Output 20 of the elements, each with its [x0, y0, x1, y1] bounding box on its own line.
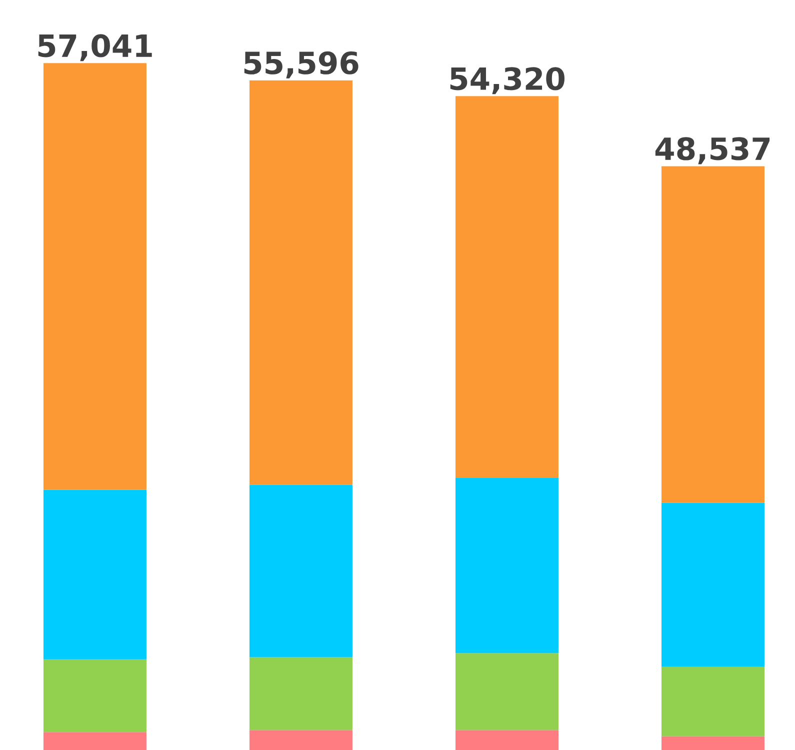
- bar: [455, 730, 558, 750]
- bar: [455, 653, 558, 730]
- bar: [662, 666, 765, 736]
- annotation: 54,320: [450, 67, 564, 94]
- bar: [43, 490, 146, 660]
- bar: [249, 484, 352, 658]
- bar: [249, 80, 352, 485]
- bar: [249, 730, 352, 750]
- bar: [662, 736, 765, 750]
- bar: [249, 657, 352, 730]
- bar: [455, 478, 558, 654]
- bar: [662, 166, 765, 503]
- bar: [455, 96, 558, 478]
- annotation: 48,537: [655, 137, 770, 164]
- bar: [43, 659, 146, 732]
- text: 57,041: [38, 34, 152, 62]
- bar: [43, 732, 146, 750]
- bar: [43, 63, 146, 490]
- annotation: 55,596: [244, 51, 358, 78]
- bar: [662, 502, 765, 667]
